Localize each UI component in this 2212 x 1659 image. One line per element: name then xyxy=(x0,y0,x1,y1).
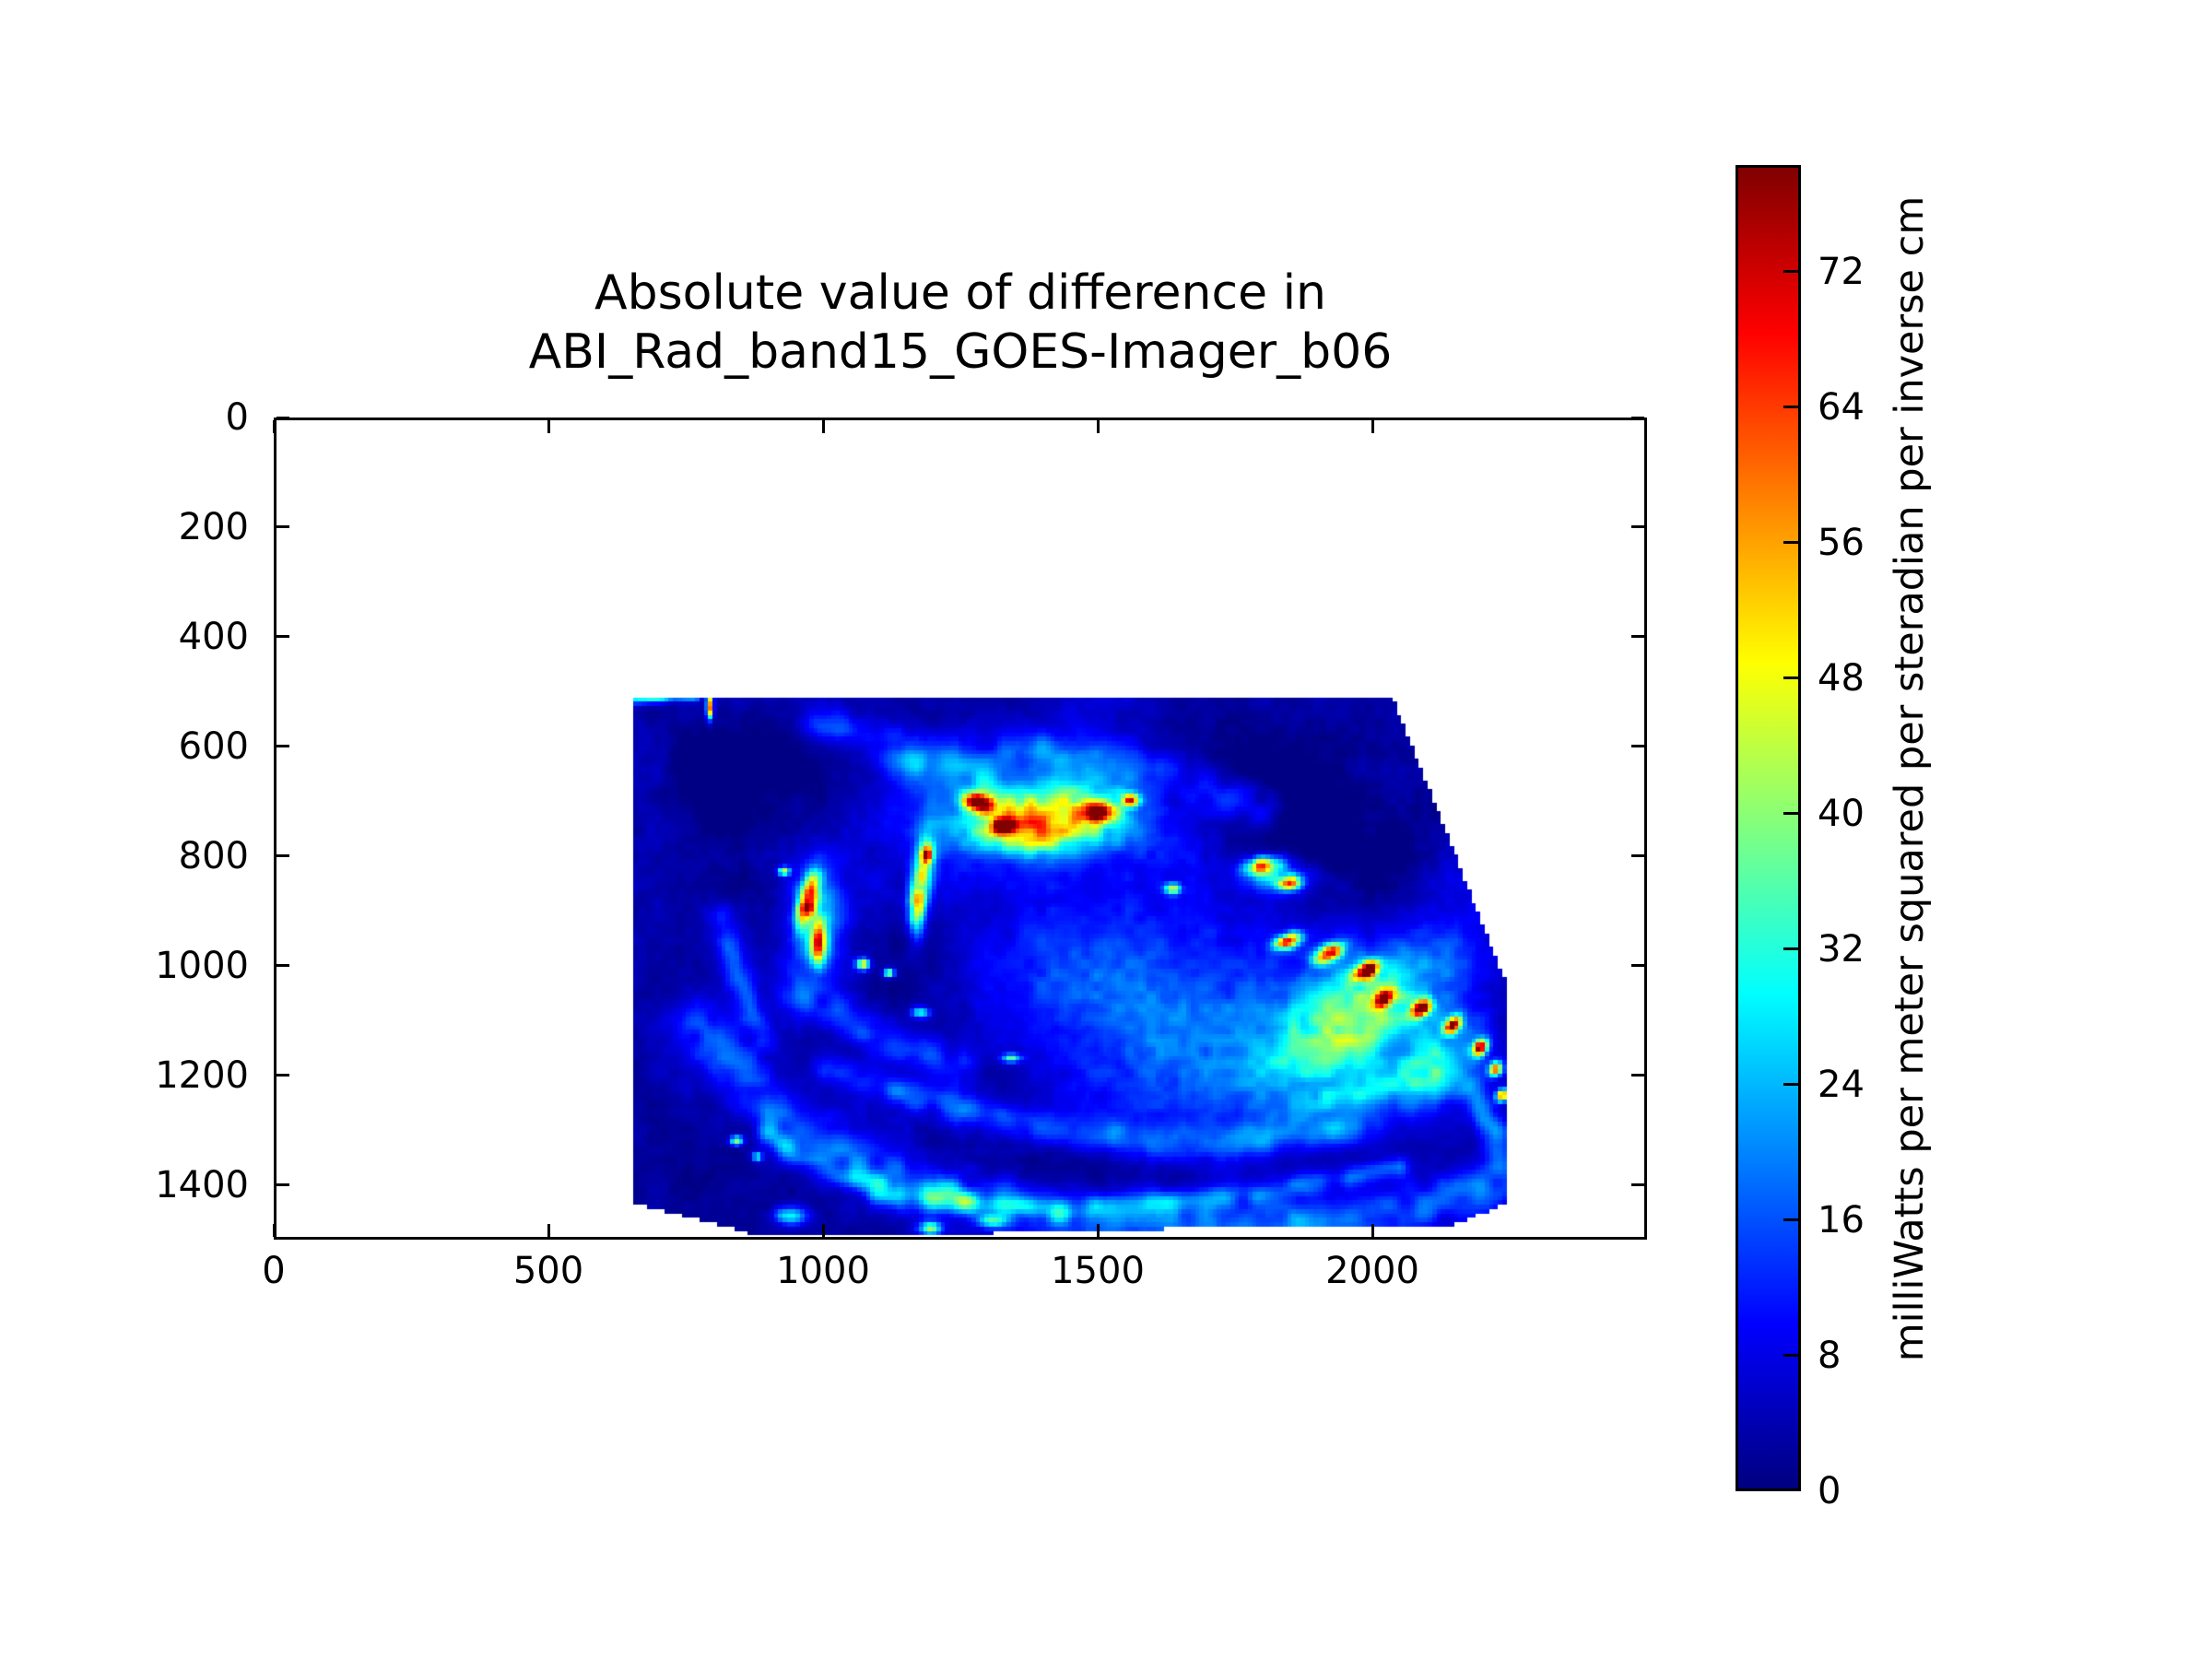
x-tick-mark-top xyxy=(821,420,825,433)
y-tick-mark xyxy=(276,1074,289,1077)
chart-title-line2: ABI_Rad_band15_GOES-Imager_b06 xyxy=(528,324,1393,380)
x-tick-mark xyxy=(272,1224,276,1237)
colorbar-tick-label: 0 xyxy=(1818,1470,1841,1512)
colorbar-tick-label: 24 xyxy=(1818,1063,1865,1106)
colorbar xyxy=(1735,165,1801,1491)
y-tick-label: 1000 xyxy=(155,944,249,987)
colorbar-tick-label: 8 xyxy=(1818,1334,1841,1377)
x-tick-mark xyxy=(821,1224,825,1237)
x-tick-label: 1000 xyxy=(776,1250,870,1292)
x-tick-mark xyxy=(1371,1224,1374,1237)
y-tick-label: 0 xyxy=(225,396,249,439)
y-tick-mark-right xyxy=(1631,964,1644,968)
colorbar-tick-mark xyxy=(1783,947,1798,951)
y-tick-label: 1200 xyxy=(155,1053,249,1097)
colorbar-gradient xyxy=(1738,168,1798,1488)
y-tick-mark-right xyxy=(1631,1183,1644,1187)
y-tick-mark-right xyxy=(1631,416,1644,419)
y-tick-mark xyxy=(276,525,289,529)
y-tick-mark xyxy=(276,964,289,968)
y-tick-label: 400 xyxy=(178,615,249,658)
colorbar-tick-mark xyxy=(1783,1083,1798,1087)
y-tick-label: 800 xyxy=(178,834,249,877)
y-tick-mark xyxy=(276,635,289,639)
x-tick-label: 2000 xyxy=(1325,1250,1419,1292)
chart-title-line1: Absolute value of difference in xyxy=(594,265,1326,321)
x-tick-mark xyxy=(1096,1224,1100,1237)
y-tick-mark-right xyxy=(1631,1074,1644,1077)
colorbar-tick-label: 16 xyxy=(1818,1198,1865,1241)
colorbar-tick-label: 48 xyxy=(1818,656,1865,700)
x-tick-mark-top xyxy=(272,420,276,433)
y-tick-mark-right xyxy=(1631,854,1644,858)
heatmap-image xyxy=(276,420,1644,1237)
colorbar-tick-mark xyxy=(1783,1354,1798,1358)
x-tick-label: 0 xyxy=(262,1250,286,1292)
colorbar-tick-mark xyxy=(1783,406,1798,409)
colorbar-tick-mark xyxy=(1783,1218,1798,1222)
chart-title: Absolute value of difference in ABI_Rad_… xyxy=(274,264,1647,382)
colorbar-tick-mark xyxy=(1783,270,1798,274)
y-tick-mark-right xyxy=(1631,525,1644,529)
colorbar-tick-label: 56 xyxy=(1818,521,1865,564)
x-tick-label: 500 xyxy=(512,1250,584,1292)
y-tick-mark xyxy=(276,745,289,748)
colorbar-axis-label: milliWatts per meter squared per steradi… xyxy=(1887,195,1933,1362)
y-tick-label: 1400 xyxy=(155,1163,249,1206)
plot-border xyxy=(274,418,1647,1240)
x-tick-mark-top xyxy=(547,420,550,433)
y-tick-mark xyxy=(276,1183,289,1187)
colorbar-tick-label: 40 xyxy=(1818,792,1865,835)
colorbar-tick-label: 72 xyxy=(1818,250,1865,293)
colorbar-tick-mark xyxy=(1783,541,1798,545)
y-tick-label: 600 xyxy=(178,724,249,768)
y-tick-mark-right xyxy=(1631,635,1644,639)
y-tick-mark-right xyxy=(1631,745,1644,748)
x-tick-label: 1500 xyxy=(1051,1250,1145,1292)
colorbar-tick-mark xyxy=(1783,812,1798,816)
colorbar-tick-mark xyxy=(1783,677,1798,680)
x-tick-mark xyxy=(547,1224,550,1237)
y-tick-mark xyxy=(276,416,289,419)
x-tick-mark-top xyxy=(1096,420,1100,433)
x-tick-mark-top xyxy=(1371,420,1374,433)
colorbar-tick-label: 64 xyxy=(1818,385,1865,429)
y-tick-label: 200 xyxy=(178,505,249,548)
y-tick-mark xyxy=(276,854,289,858)
colorbar-tick-label: 32 xyxy=(1818,927,1865,971)
